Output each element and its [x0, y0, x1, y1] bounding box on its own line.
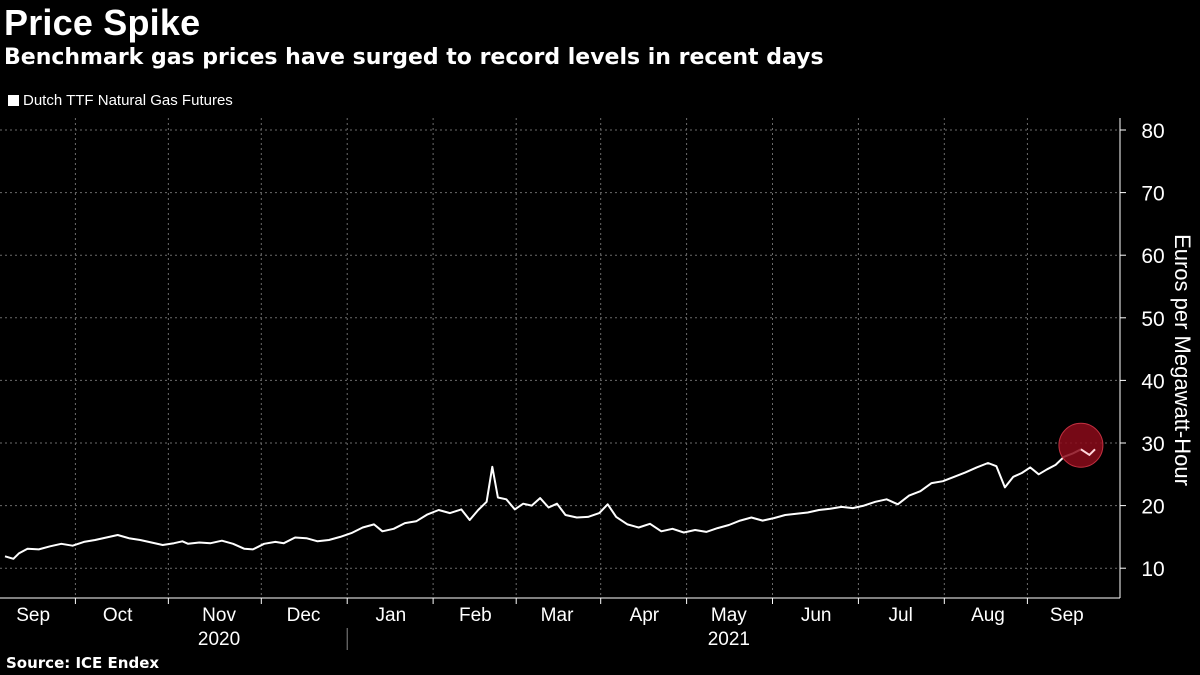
x-tick-label: Jul [889, 605, 913, 626]
y-tick-label: 80 [1141, 120, 1164, 143]
y-tick-label: 50 [1141, 308, 1164, 331]
source-note: Source: ICE Endex [6, 654, 160, 672]
peak-highlight-circle [1058, 422, 1104, 468]
y-tick-label: 60 [1141, 245, 1164, 268]
x-year-label: 2020 [198, 629, 240, 650]
y-axis-title: Euros per Megawatt-Hour [1170, 234, 1195, 486]
legend-swatch [8, 95, 19, 106]
x-tick-label: Dec [287, 605, 321, 626]
legend-label: Dutch TTF Natural Gas Futures [23, 92, 233, 109]
x-tick-label: Jun [801, 605, 832, 626]
y-tick-label: 10 [1141, 558, 1164, 581]
x-tick-label: Jan [376, 605, 407, 626]
y-tick-label: 70 [1141, 183, 1164, 206]
y-tick-label: 20 [1141, 496, 1164, 519]
x-tick-label: Nov [202, 605, 236, 626]
x-tick-label: Sep [16, 605, 50, 626]
x-tick-label: Aug [971, 605, 1005, 626]
series-line [4, 448, 1096, 560]
axis-labels: 10 20 30 40 50 60 70 80 Sep Oct Nov Dec Jan Feb Mar Apr… [16, 120, 1195, 650]
series-layer [4, 422, 1104, 560]
chart-subtitle: Benchmark gas prices have surged to reco… [4, 45, 824, 70]
x-tick-label: Oct [103, 605, 133, 626]
legend: Dutch TTF Natural Gas Futures [8, 92, 233, 109]
x-year-label: 2021 [708, 629, 750, 650]
x-tick-label: Apr [630, 605, 660, 626]
axes [0, 118, 1126, 650]
x-tick-label: Feb [459, 605, 492, 626]
y-tick-label: 40 [1141, 370, 1164, 393]
gridlines [0, 118, 1120, 598]
x-tick-label: May [711, 605, 747, 626]
peak-line-overlay [1080, 448, 1096, 457]
y-tick-label: 30 [1141, 433, 1164, 456]
x-tick-label: Sep [1050, 605, 1084, 626]
chart-title: Price Spike [4, 2, 201, 43]
x-tick-label: Mar [541, 605, 574, 626]
